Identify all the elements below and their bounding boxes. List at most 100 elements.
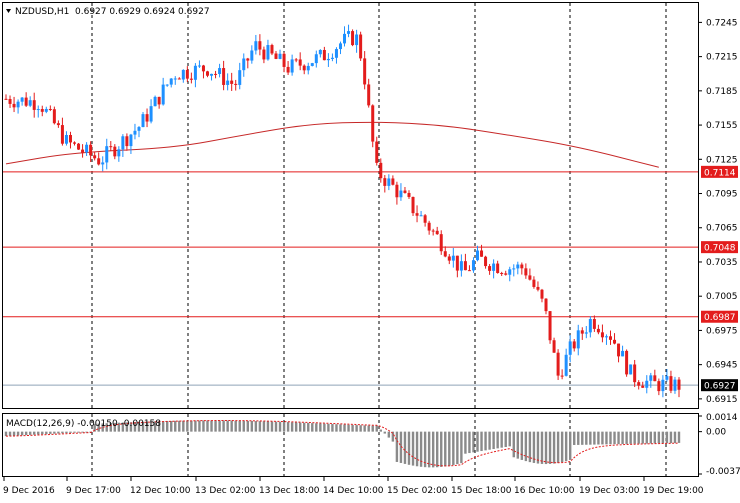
macd-bar (165, 421, 169, 432)
candle-body (592, 319, 596, 329)
candle-body (568, 341, 572, 355)
price-label: 0.7245 (706, 18, 738, 28)
candle-body (613, 339, 617, 344)
macd-bar (105, 423, 108, 432)
candle-body (580, 330, 584, 334)
candle-body (28, 100, 32, 106)
macd-bar (593, 431, 596, 445)
candle-body (254, 41, 258, 51)
candle-body (576, 330, 580, 349)
macd-bar (452, 431, 455, 465)
candle-body (411, 196, 415, 214)
candle-body (371, 105, 375, 142)
macd-bar (496, 431, 499, 449)
macd-bar (41, 431, 44, 435)
candle-body (617, 343, 621, 357)
candle-body (548, 311, 552, 341)
macd-bar (69, 431, 72, 433)
candle-body (105, 146, 109, 163)
candle-body (226, 80, 230, 85)
candle-body (73, 142, 77, 144)
candle-body (286, 66, 290, 73)
time-label: 9 Dec 2016 (3, 486, 55, 496)
macd-bar (641, 431, 644, 444)
candle-body (117, 149, 121, 157)
macd-bar (625, 431, 628, 444)
macd-bar (161, 421, 165, 432)
macd-bar (347, 424, 350, 432)
candle-body (125, 136, 129, 147)
candle-body (484, 256, 488, 267)
macd-bar (520, 431, 524, 460)
macd-bar (387, 431, 391, 438)
time-grid (91, 3, 667, 476)
candle-body (161, 84, 165, 105)
macd-bar (633, 431, 636, 444)
macd-bar (12, 431, 16, 436)
candle-body (395, 184, 399, 198)
candle-body (250, 50, 254, 61)
candle-body (36, 109, 40, 111)
macd-bar (355, 425, 358, 432)
macd-bar (129, 422, 133, 432)
candle-body (572, 341, 576, 349)
candle-body (318, 49, 322, 55)
macd-bar (20, 431, 24, 436)
candle-body (665, 376, 669, 380)
macd-bar (508, 431, 511, 447)
candle-body (359, 34, 363, 59)
level-tag (701, 165, 738, 178)
macd-bar (573, 431, 576, 445)
current-price-label: 0.6927 (704, 382, 736, 392)
level-label: 0.6987 (704, 313, 736, 323)
macd-bar (568, 431, 572, 460)
macd-bar (282, 421, 286, 432)
candle-body (500, 273, 504, 275)
candle-body (673, 379, 677, 391)
candle-body (621, 350, 625, 357)
macd-bar (294, 422, 298, 432)
macd-bar (367, 425, 370, 432)
current-price-tag (701, 379, 738, 392)
macd-bar (665, 431, 669, 444)
candle-body (399, 190, 403, 198)
candle-body (423, 215, 427, 223)
candle-body (24, 97, 28, 106)
macd-bar (419, 431, 423, 467)
macd-bar (49, 431, 52, 434)
candle-body (435, 230, 439, 235)
candle-body (238, 70, 242, 85)
macd-bar (190, 420, 193, 432)
candle-body (40, 109, 44, 112)
macd-bar (290, 422, 294, 432)
macd-bar (266, 421, 270, 432)
candle-body (588, 319, 592, 333)
macd-axis-label: 0.00 (706, 428, 726, 438)
candle-body (419, 215, 423, 217)
macd-bar (77, 431, 80, 433)
macd-bar (37, 431, 40, 435)
macd-bar (97, 423, 100, 432)
candle-body (129, 134, 133, 147)
candle-body (431, 230, 435, 232)
candle-body (77, 143, 81, 150)
candle-body (310, 63, 314, 66)
macd-bar (649, 431, 652, 444)
candle-body (274, 53, 278, 59)
candle-body (4, 98, 8, 100)
candle-body (649, 375, 653, 381)
candle-body (205, 71, 209, 76)
candle-body (109, 146, 113, 148)
macd-bar (222, 420, 225, 432)
macd-bar (331, 424, 334, 432)
macd-bar (476, 431, 479, 452)
candle-body (334, 49, 338, 58)
macd-bar (556, 431, 560, 463)
macd-bar (298, 422, 302, 432)
macd-series: 0.0014 0.00 -0.00379 (4, 413, 740, 477)
moving-average-line (5, 121, 659, 168)
macd-bar (57, 431, 60, 434)
chevron-down-icon[interactable] (6, 9, 11, 13)
